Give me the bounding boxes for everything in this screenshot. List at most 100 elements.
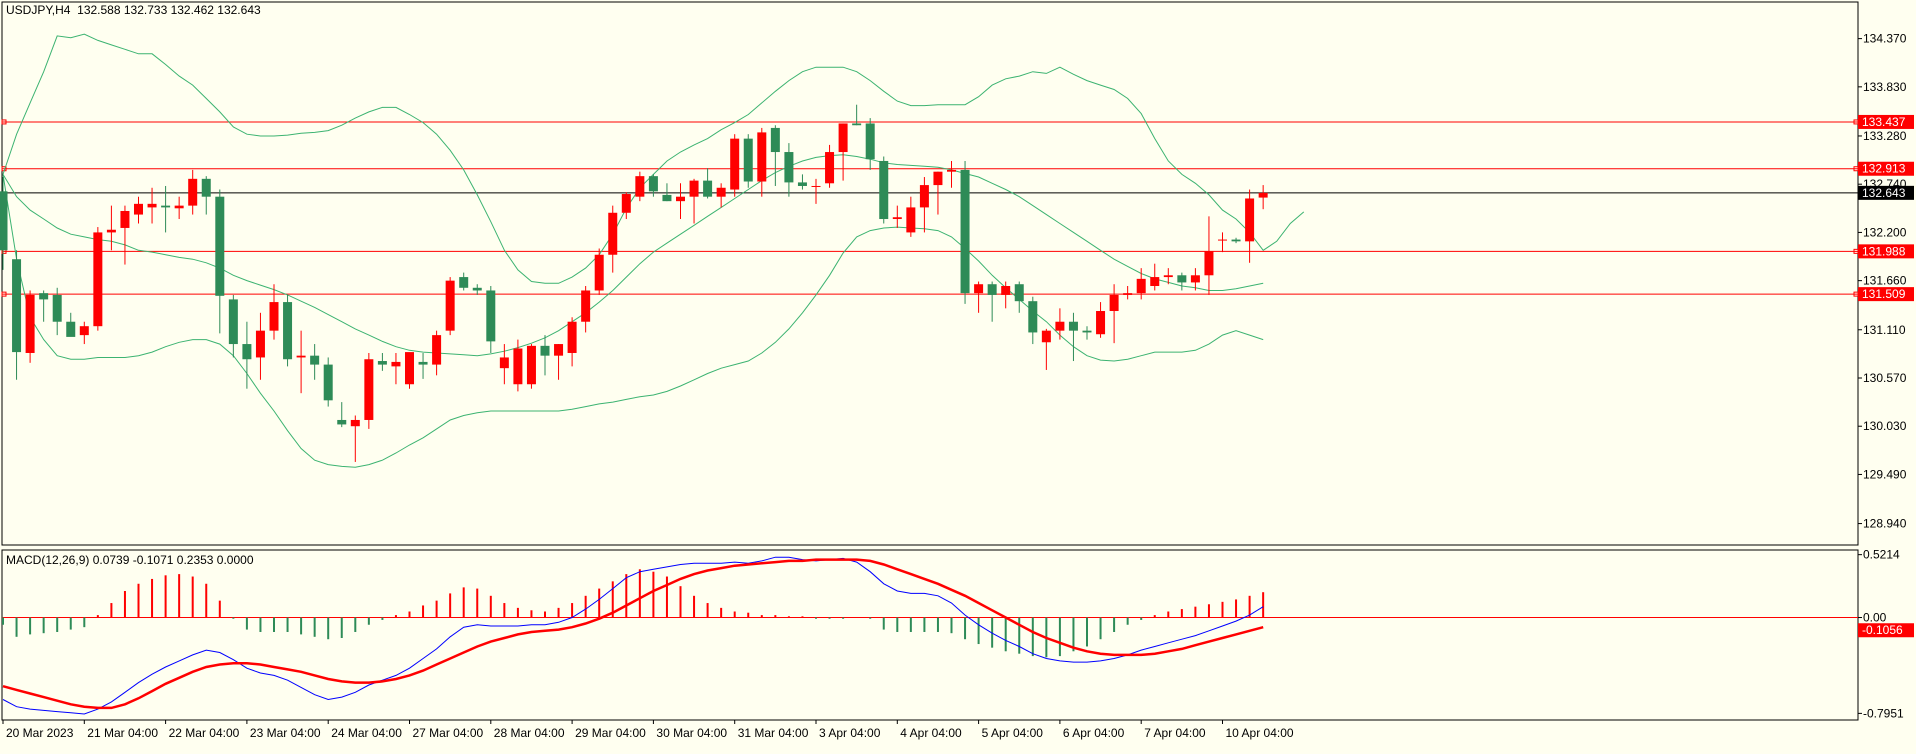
middle-band-line bbox=[2, 154, 1264, 357]
signal-line bbox=[2, 558, 1264, 710]
y-tick-label: 132.200 bbox=[1863, 225, 1907, 239]
x-tick-label: 23 Mar 04:00 bbox=[250, 726, 321, 740]
candle-body bbox=[838, 123, 848, 153]
candle-body bbox=[486, 290, 496, 342]
macd-y-tick-label: 0.00 bbox=[1863, 611, 1887, 625]
macd-y-tick-label: -0.7951 bbox=[1863, 706, 1904, 720]
candle-body bbox=[106, 229, 116, 233]
candle-body bbox=[784, 152, 794, 183]
y-tick-label: 134.370 bbox=[1863, 32, 1907, 46]
candle-body bbox=[621, 194, 631, 213]
y-tick-label: 133.280 bbox=[1863, 129, 1907, 143]
candle-body bbox=[1068, 321, 1078, 331]
candle-body bbox=[1136, 278, 1146, 294]
macd-pane-frame bbox=[1, 549, 1859, 721]
y-tick-label: 131.110 bbox=[1863, 323, 1906, 337]
candle-body bbox=[283, 302, 293, 360]
candle-body bbox=[228, 299, 238, 345]
level-price-label: 131.509 bbox=[1862, 287, 1906, 301]
current-price-label: 132.643 bbox=[1862, 186, 1906, 200]
candle-body bbox=[418, 361, 428, 365]
candle-body bbox=[581, 290, 591, 322]
candle-body bbox=[987, 284, 997, 295]
candle-body bbox=[554, 344, 564, 356]
price-pane-frame bbox=[1, 1, 1859, 546]
candle-body bbox=[269, 302, 279, 331]
x-tick-label: 5 Apr 04:00 bbox=[982, 726, 1044, 740]
candle-body bbox=[567, 321, 577, 353]
candle-body bbox=[1245, 198, 1255, 242]
x-tick-label: 29 Mar 04:00 bbox=[575, 726, 646, 740]
lower-band-line bbox=[2, 174, 1264, 468]
x-tick-label: 7 Apr 04:00 bbox=[1144, 726, 1206, 740]
x-tick-label: 28 Mar 04:00 bbox=[494, 726, 565, 740]
candle-body bbox=[405, 352, 414, 385]
candle-body bbox=[1190, 275, 1200, 283]
candle-body bbox=[852, 123, 862, 126]
candle-body bbox=[947, 169, 956, 172]
candle-body bbox=[797, 182, 807, 186]
level-price-tag bbox=[1858, 287, 1914, 302]
candle-body bbox=[472, 287, 482, 291]
candle-body bbox=[865, 123, 875, 160]
x-tick-label: 24 Mar 04:00 bbox=[331, 726, 402, 740]
signal-value-label: -0.1056 bbox=[1862, 623, 1903, 637]
macd-label: MACD(12,26,9) 0.0739 -0.1071 0.2353 0.00… bbox=[6, 553, 254, 567]
candle-body bbox=[540, 345, 550, 356]
symbol-label: USDJPY,H4 bbox=[6, 3, 71, 17]
candle-body bbox=[25, 294, 35, 353]
candle-body bbox=[1096, 311, 1106, 335]
candle-body bbox=[703, 180, 713, 197]
x-tick-label: 6 Apr 04:00 bbox=[1063, 726, 1125, 740]
current-price-tag bbox=[1858, 185, 1914, 200]
candle-body bbox=[296, 355, 306, 358]
candle-body bbox=[242, 344, 252, 360]
candle-body bbox=[1055, 321, 1065, 331]
level-price-tag bbox=[1858, 244, 1914, 259]
candle-body bbox=[906, 207, 916, 233]
candle-body bbox=[1177, 275, 1187, 283]
candle-body bbox=[1231, 239, 1241, 242]
candle-body bbox=[730, 138, 740, 190]
ohlc-values: 132.588 132.733 132.462 132.643 bbox=[77, 3, 261, 17]
candle-body bbox=[188, 178, 198, 206]
candle-body bbox=[120, 210, 130, 228]
y-tick-label: 128.940 bbox=[1863, 517, 1907, 531]
candle-body bbox=[676, 196, 685, 202]
candle-body bbox=[716, 187, 726, 197]
candle-body bbox=[323, 364, 333, 401]
candle-body bbox=[1123, 293, 1133, 295]
candle-body bbox=[93, 232, 103, 327]
candle-body bbox=[39, 293, 49, 300]
x-tick-label: 10 Apr 04:00 bbox=[1226, 726, 1294, 740]
candle-body bbox=[134, 203, 143, 215]
candle-body bbox=[12, 259, 22, 353]
candle-body bbox=[662, 194, 672, 202]
x-tick-label: 20 Mar 2023 bbox=[6, 726, 74, 740]
candle-body bbox=[459, 277, 469, 288]
candle-body bbox=[1204, 251, 1214, 276]
candle-body bbox=[635, 176, 645, 197]
candle-body bbox=[391, 361, 401, 367]
candle-body bbox=[513, 348, 523, 385]
candle-body bbox=[52, 294, 62, 322]
candle-body bbox=[526, 345, 536, 385]
candle-body bbox=[1163, 275, 1173, 278]
candle-body bbox=[960, 169, 970, 294]
level-marker-left bbox=[1, 119, 7, 125]
candle-body bbox=[0, 191, 8, 251]
y-tick-label: 130.030 bbox=[1863, 419, 1907, 433]
candle-body bbox=[743, 138, 753, 182]
signal-value-tag bbox=[1858, 623, 1914, 638]
candle-body bbox=[1082, 330, 1092, 333]
candle-body bbox=[337, 419, 347, 425]
candle-body bbox=[919, 185, 929, 208]
level-price-label: 133.437 bbox=[1862, 115, 1906, 129]
candle-body bbox=[594, 254, 604, 291]
macd-header: MACD(12,26,9) 0.0739 -0.1071 0.2353 0.00… bbox=[6, 553, 254, 567]
candle-body bbox=[147, 203, 157, 208]
y-tick-label: 133.830 bbox=[1863, 80, 1907, 94]
symbol-header: USDJPY,H4 132.588 132.733 132.462 132.64… bbox=[6, 3, 261, 17]
